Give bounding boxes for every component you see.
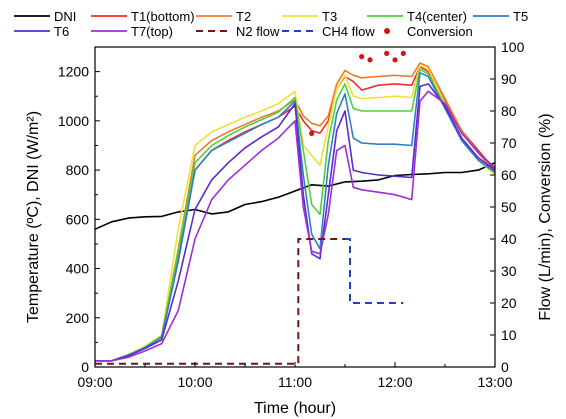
right-y-tick-label: 0	[501, 359, 509, 375]
right-y-tick-label: 50	[501, 199, 517, 215]
conversion-point	[400, 50, 406, 57]
right-y-tick-label: 80	[501, 103, 517, 119]
legend-label-t7-top: T7(top)	[131, 24, 173, 39]
legend-label-conversion: Conversion	[407, 24, 473, 39]
left-y-tick-label: 200	[66, 310, 90, 326]
right-y-tick-label: 40	[501, 231, 517, 247]
right-y-tick-label: 10	[501, 327, 517, 343]
series-group	[95, 50, 495, 365]
dni-line	[95, 161, 495, 230]
legend-label-t5: T5	[513, 9, 528, 24]
x-axis-label: Time (hour)	[254, 400, 336, 417]
right-y-tick-label: 60	[501, 167, 517, 183]
left-y-tick-label: 0	[81, 359, 89, 375]
x-tick-label: 09:00	[77, 374, 112, 390]
t6-line	[95, 83, 495, 362]
t1-bottom-line	[95, 65, 495, 362]
left-y-tick-label: 1200	[58, 64, 89, 80]
conversion-point	[309, 130, 315, 136]
legend-swatch-conversion	[384, 28, 390, 34]
legend-label-t3: T3	[322, 9, 337, 24]
x-axis-ticks: 09:00 10:00 11:00 12:00 13:00	[77, 362, 513, 390]
ch4-flow-line	[345, 238, 404, 304]
legend-label-t2: T2	[236, 9, 251, 24]
n2-flow-line	[95, 238, 345, 365]
left-y-tick-label: 600	[66, 211, 90, 227]
legend-label-t6: T6	[54, 24, 69, 39]
conversion-point	[367, 57, 373, 63]
t4-center-line	[95, 68, 495, 362]
x-tick-label: 13:00	[477, 374, 512, 390]
conversion-point	[392, 57, 398, 63]
right-y-tick-label: 20	[501, 295, 517, 311]
legend: DNI T1(bottom) T2 T3 T4(center) T5 T6 T7(top) N2…	[14, 9, 528, 39]
conversion-point	[359, 54, 365, 60]
left-y-axis-ticks: 0 200 400 600 800 1000 1200	[58, 64, 100, 375]
legend-label-n2-flow: N2 flow	[236, 24, 280, 39]
right-y-tick-label: 90	[501, 71, 517, 87]
right-y-axis-label: Flow (L/min), Conversion (%)	[537, 113, 554, 320]
right-y-tick-label: 100	[501, 39, 525, 55]
t5-line	[95, 72, 495, 362]
right-y-tick-label: 30	[501, 263, 517, 279]
left-y-tick-label: 400	[66, 261, 90, 277]
conversion-point	[384, 50, 390, 57]
right-y-axis-ticks: 0 10 20 30 40 50 60 70 80 90 100	[490, 39, 525, 375]
x-tick-label: 10:00	[177, 374, 212, 390]
x-tick-label: 12:00	[377, 374, 412, 390]
legend-label-dni: DNI	[54, 9, 76, 24]
left-y-tick-label: 800	[66, 162, 90, 178]
legend-label-ch4-flow: CH4 flow	[322, 24, 375, 39]
t7-top-line	[95, 90, 495, 362]
t3-line	[95, 64, 495, 362]
left-y-axis-label: Temperature (ºC), DNI (W/m²)	[25, 111, 42, 323]
right-y-tick-label: 70	[501, 135, 517, 151]
x-tick-label: 11:00	[278, 374, 312, 390]
plot-lines	[95, 50, 495, 365]
legend-label-t4-center: T4(center)	[407, 9, 467, 24]
left-y-tick-label: 1000	[58, 113, 89, 129]
legend-label-t1-bottom: T1(bottom)	[131, 9, 195, 24]
